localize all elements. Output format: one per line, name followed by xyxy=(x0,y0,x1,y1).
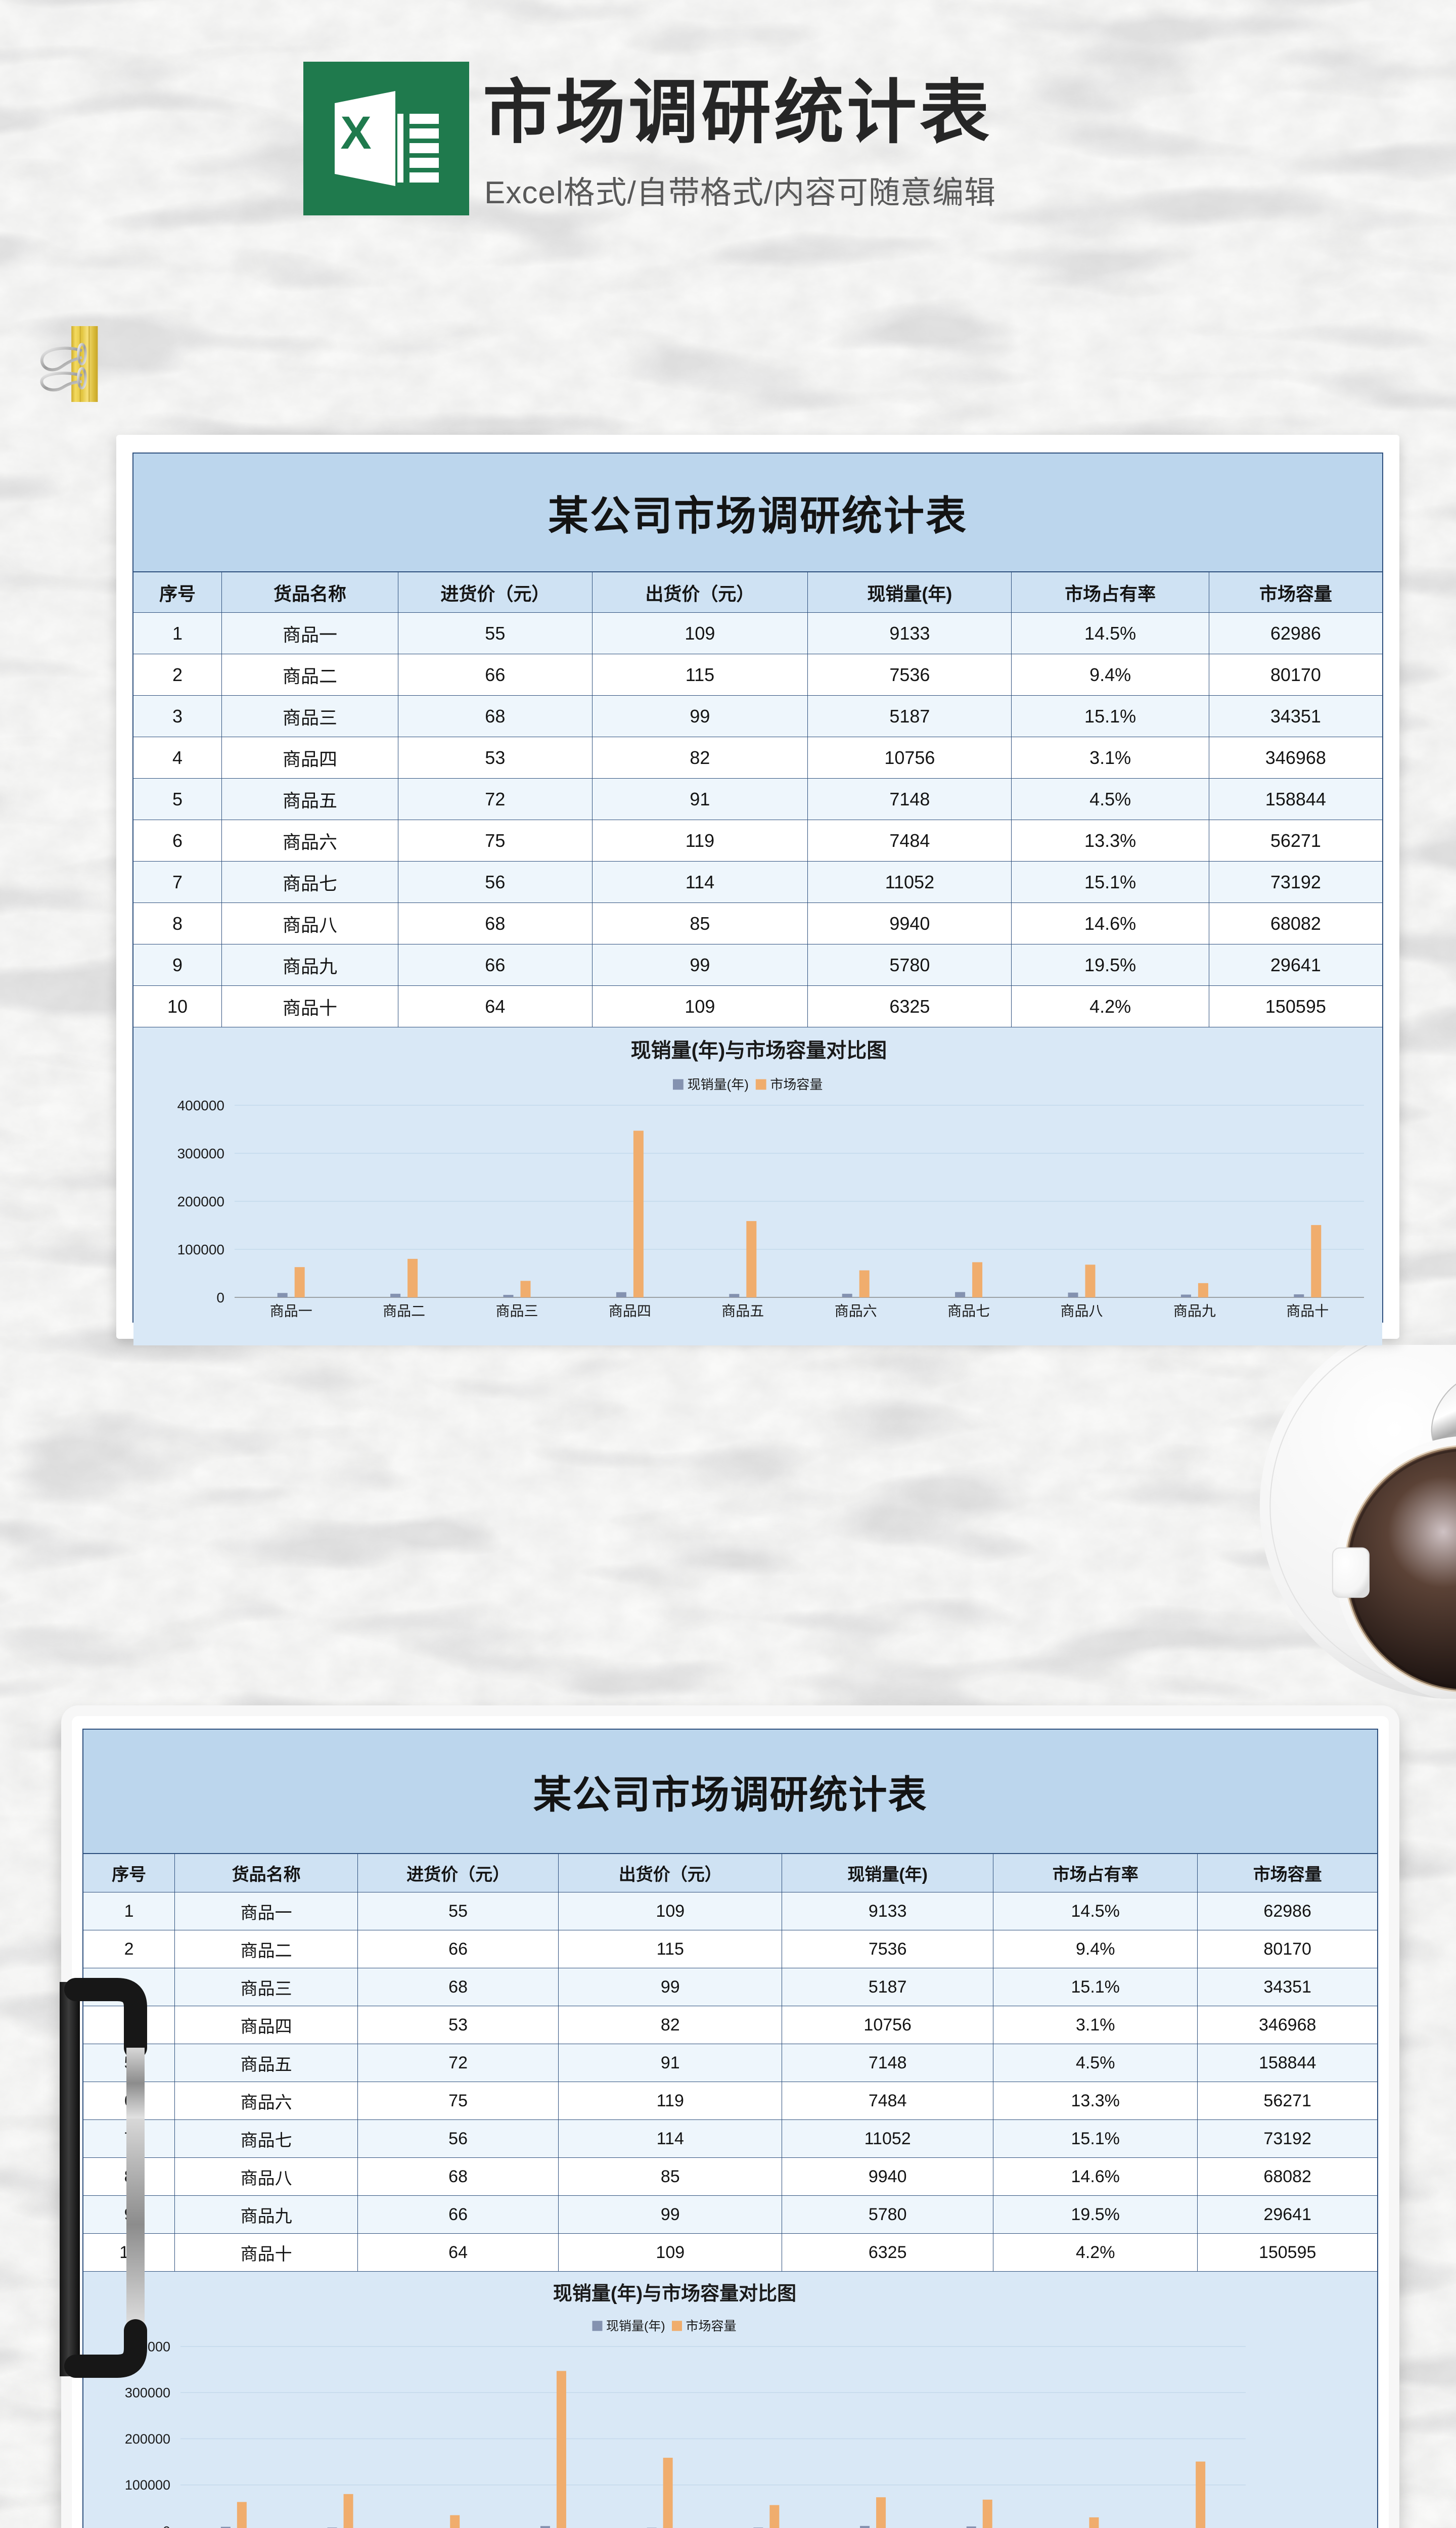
svg-text:300000: 300000 xyxy=(177,1146,224,1161)
svg-text:商品一: 商品一 xyxy=(270,1303,312,1319)
svg-text:现销量(年): 现销量(年) xyxy=(606,2319,665,2333)
svg-text:200000: 200000 xyxy=(177,1194,224,1209)
svg-text:400000: 400000 xyxy=(177,1098,224,1113)
svg-text:商品五: 商品五 xyxy=(721,1303,764,1319)
svg-text:商品八: 商品八 xyxy=(1060,1303,1103,1319)
svg-text:0: 0 xyxy=(216,1290,224,1305)
svg-text:市场容量: 市场容量 xyxy=(770,1077,823,1092)
svg-text:商品三: 商品三 xyxy=(495,1303,538,1319)
svg-text:200000: 200000 xyxy=(125,2431,170,2447)
svg-text:X: X xyxy=(340,107,371,159)
svg-text:100000: 100000 xyxy=(177,1242,224,1257)
svg-text:商品四: 商品四 xyxy=(609,1303,651,1319)
svg-text:商品十: 商品十 xyxy=(1286,1303,1329,1319)
svg-text:商品九: 商品九 xyxy=(1173,1303,1216,1319)
svg-text:现销量(年)与市场容量对比图: 现销量(年)与市场容量对比图 xyxy=(553,2283,796,2305)
svg-text:100000: 100000 xyxy=(125,2477,170,2493)
svg-text:0: 0 xyxy=(163,2523,170,2528)
svg-text:商品二: 商品二 xyxy=(383,1303,425,1319)
svg-text:市场容量: 市场容量 xyxy=(686,2319,737,2333)
svg-text:商品七: 商品七 xyxy=(947,1303,990,1319)
svg-text:商品六: 商品六 xyxy=(835,1303,877,1319)
svg-text:现销量(年): 现销量(年) xyxy=(688,1077,749,1092)
svg-text:300000: 300000 xyxy=(125,2385,170,2401)
svg-text:现销量(年)与市场容量对比图: 现销量(年)与市场容量对比图 xyxy=(631,1040,887,1062)
